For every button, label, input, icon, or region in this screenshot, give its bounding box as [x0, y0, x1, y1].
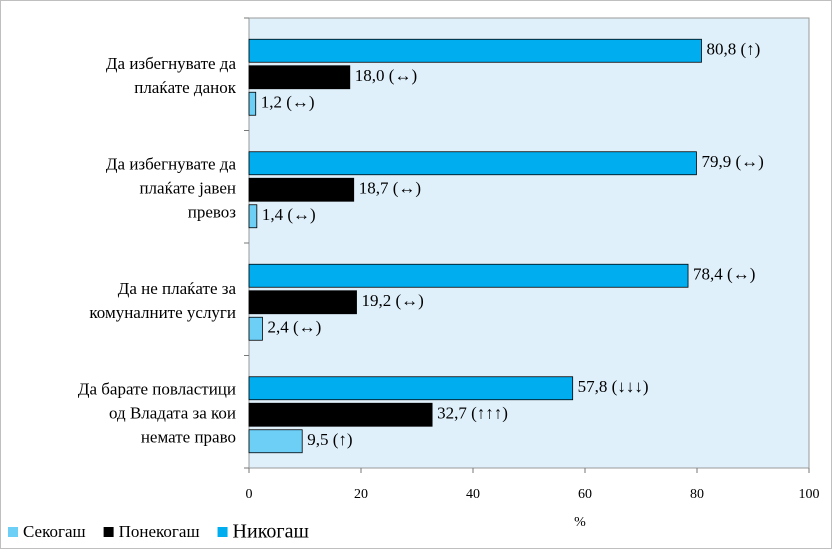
legend-label: Никогаш — [233, 521, 310, 543]
x-tick-label: 20 — [354, 487, 368, 502]
bar — [248, 316, 263, 341]
value-label: 19,2 (↔) — [362, 291, 424, 310]
bar — [248, 91, 257, 116]
value-label: 57,8 (↓↓↓) — [578, 377, 649, 396]
category-label: Да не плаќате за — [118, 279, 237, 298]
bar — [248, 204, 258, 229]
value-label: 18,0 (↔) — [355, 66, 417, 85]
bar — [248, 65, 351, 90]
value-label: 1,2 (↔) — [261, 93, 315, 112]
bar — [248, 263, 689, 288]
bar — [248, 38, 702, 63]
x-axis-label: % — [574, 515, 586, 530]
bar — [248, 177, 355, 202]
x-tick-label: 0 — [246, 487, 253, 502]
legend-swatch — [217, 527, 228, 537]
value-label: 18,7 (↔) — [359, 179, 421, 198]
value-label: 2,4 (↔) — [267, 318, 321, 337]
bar — [248, 290, 357, 315]
x-tick-label: 40 — [466, 487, 480, 502]
category-label: од Владата за кои — [109, 404, 236, 423]
category-label: Да избегнувате да — [106, 54, 237, 73]
value-label: 32,7 (↑↑↑) — [437, 404, 508, 423]
category-label: Да избегнувате да — [106, 155, 237, 174]
bar — [248, 402, 433, 427]
x-tick-label: 60 — [578, 487, 592, 502]
legend-swatch — [8, 527, 18, 537]
category-label: превоз — [188, 203, 237, 222]
category-label: плаќате данок — [134, 78, 237, 97]
value-label: 1,4 (↔) — [262, 205, 316, 224]
legend-swatch — [103, 527, 114, 537]
category-label: плаќате јавен — [139, 179, 236, 198]
category-label: Да барате повластици — [78, 380, 236, 399]
category-label: немате право — [141, 428, 236, 447]
value-label: 78,4 (↔) — [693, 265, 755, 284]
bar — [248, 429, 303, 454]
value-label: 79,9 (↔) — [701, 152, 763, 171]
bar — [248, 376, 574, 401]
x-tick-label: 80 — [690, 487, 704, 502]
bar — [248, 151, 697, 176]
legend-label: Секогаш — [23, 522, 86, 541]
legend-label: Понекогаш — [119, 522, 200, 541]
value-label: 80,8 (↑) — [706, 40, 760, 59]
category-label: комуналните услуги — [89, 303, 236, 322]
x-tick-label: 100 — [799, 487, 820, 502]
value-label: 9,5 (↑) — [307, 430, 352, 449]
